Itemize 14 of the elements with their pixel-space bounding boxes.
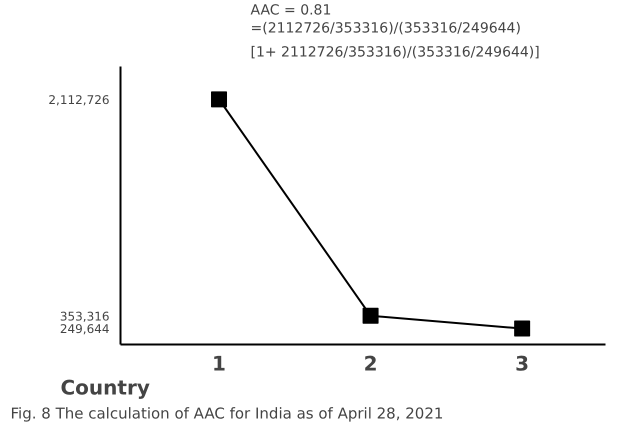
x-axis-title: Country bbox=[60, 376, 150, 400]
x-tick-label: 2 bbox=[364, 352, 378, 376]
text: AAC = 0.81 bbox=[250, 2, 332, 18]
y-tick-label: 249,644 bbox=[60, 322, 110, 336]
point bbox=[514, 320, 530, 337]
text: [1+ 2112726/353316)/(353316/249644)] bbox=[250, 44, 540, 60]
point bbox=[211, 91, 228, 108]
caption: Fig. 8 The calculation of AAC for India as of April 28, 2021 bbox=[10, 404, 444, 422]
x-tick-label: 3 bbox=[515, 352, 530, 376]
text: =(2112726/353316)/(353316/249644) bbox=[250, 20, 521, 36]
point bbox=[362, 308, 379, 324]
y-tick-label: 353,316 bbox=[60, 309, 110, 324]
x-tick-label: 1 bbox=[212, 352, 226, 376]
y-tick-label: 2,112,726 bbox=[48, 92, 110, 107]
